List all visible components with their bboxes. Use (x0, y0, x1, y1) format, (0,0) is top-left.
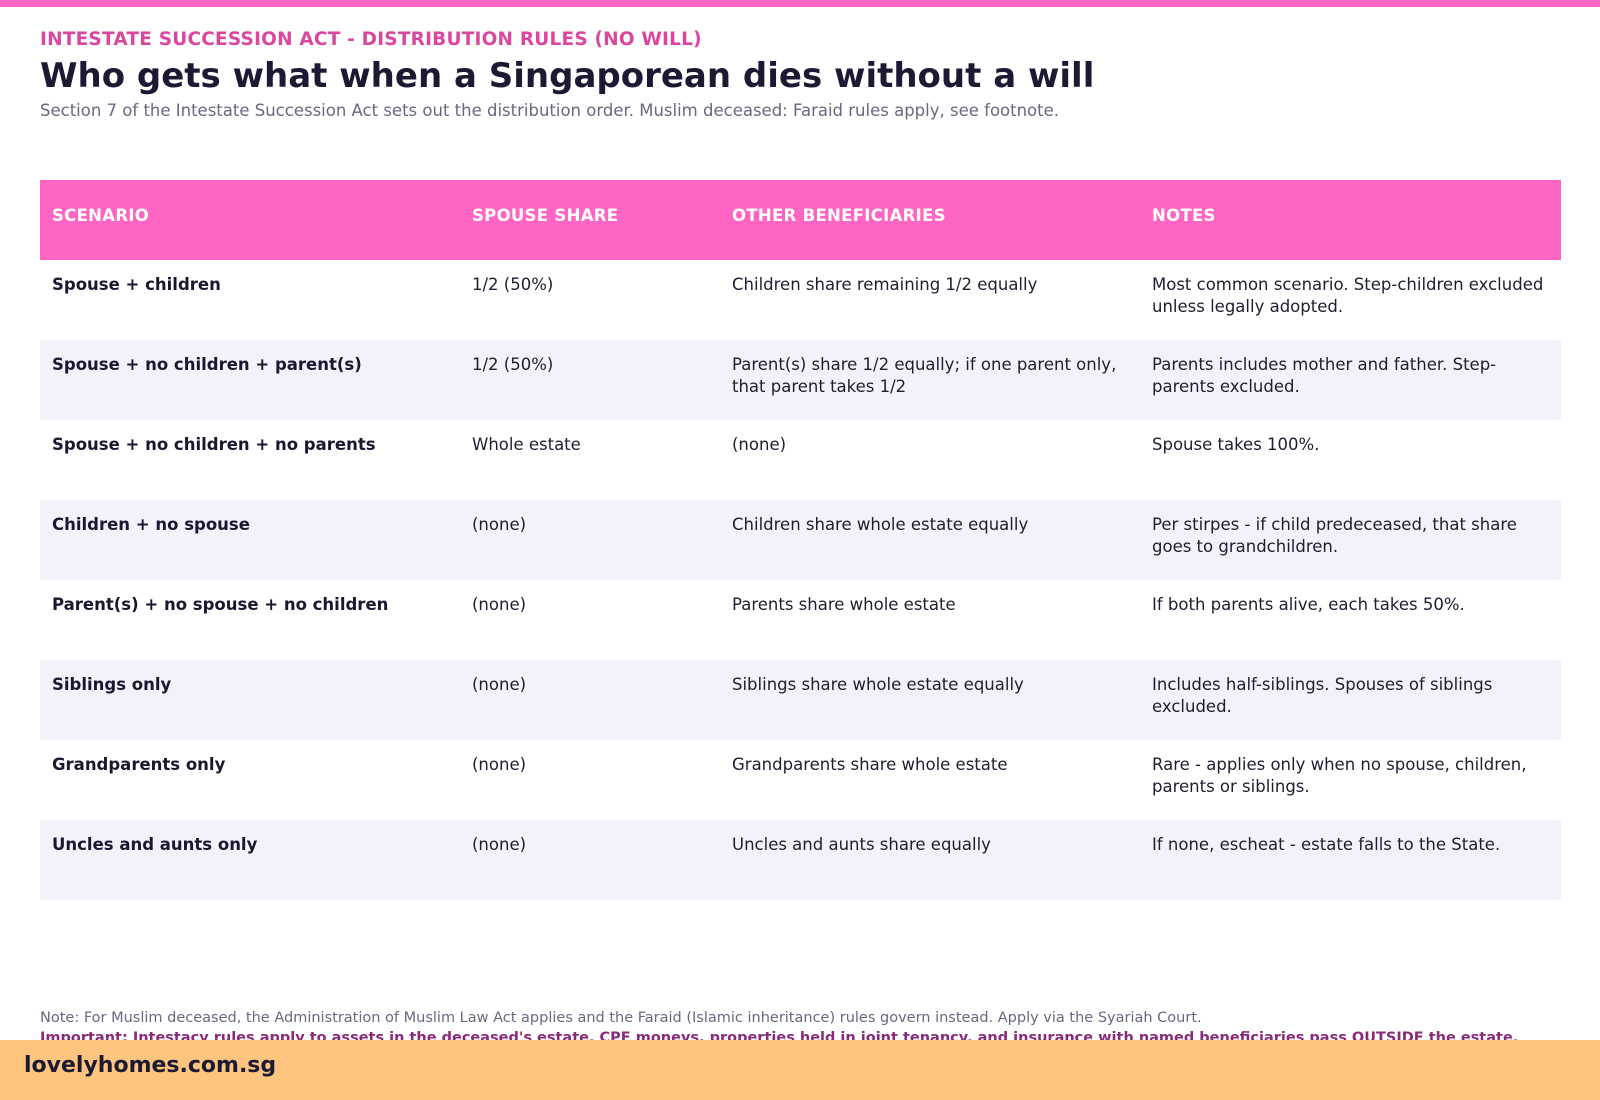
distribution-table: SCENARIO SPOUSE SHARE OTHER BENEFICIARIE… (40, 180, 1561, 900)
top-accent-bar (0, 0, 1600, 7)
table-row: Siblings only (none) Siblings share whol… (40, 660, 1561, 740)
notes-cell: Parents includes mother and father. Step… (1152, 355, 1497, 396)
spouse-share-cell: (none) (472, 755, 527, 774)
column-header-spouse-share: SPOUSE SHARE (472, 206, 619, 225)
spouse-share-cell: (none) (472, 835, 527, 854)
spouse-share-cell: (none) (472, 515, 527, 534)
other-beneficiaries-cell: Children share remaining 1/2 equally (732, 275, 1038, 294)
spouse-share-cell: 1/2 (50%) (472, 275, 554, 294)
table-row: Children + no spouse (none) Children sha… (40, 500, 1561, 580)
other-beneficiaries-cell: Parent(s) share 1/2 equally; if one pare… (732, 355, 1117, 396)
other-beneficiaries-cell: Children share whole estate equally (732, 515, 1029, 534)
spouse-share-cell: 1/2 (50%) (472, 355, 554, 374)
scenario-cell: Children + no spouse (52, 515, 250, 534)
spouse-share-cell: (none) (472, 675, 527, 694)
scenario-cell: Grandparents only (52, 755, 226, 774)
scenario-cell: Spouse + no children + parent(s) (52, 355, 362, 374)
other-beneficiaries-cell: (none) (732, 435, 787, 454)
table-row: Spouse + no children + parent(s) 1/2 (50… (40, 340, 1561, 420)
notes-cell: If both parents alive, each takes 50%. (1152, 595, 1465, 614)
notes-cell: Includes half-siblings. Spouses of sibli… (1152, 675, 1493, 716)
scenario-cell: Spouse + no children + no parents (52, 435, 376, 454)
table-row: Spouse + children 1/2 (50%) Children sha… (40, 260, 1561, 340)
page-title: Who gets what when a Singaporean dies wi… (40, 56, 1095, 96)
column-header-other-beneficiaries: OTHER BENEFICIARIES (732, 206, 946, 225)
spouse-share-cell: Whole estate (472, 435, 581, 454)
notes-cell: If none, escheat - estate falls to the S… (1152, 835, 1501, 854)
page-subtitle: Section 7 of the Intestate Succession Ac… (40, 101, 1060, 120)
brand-name: lovelyhomes.com.sg (24, 1053, 277, 1078)
notes-cell: Rare - applies only when no spouse, chil… (1152, 755, 1527, 796)
spouse-share-cell: (none) (472, 595, 527, 614)
table-row: Uncles and aunts only (none) Uncles and … (40, 820, 1561, 900)
eyebrow-label: INTESTATE SUCCESSION ACT - DISTRIBUTION … (40, 29, 702, 50)
notes-cell: Per stirpes - if child predeceased, that… (1152, 515, 1517, 556)
other-beneficiaries-cell: Parents share whole estate (732, 595, 956, 614)
footnote-muslim-law: Note: For Muslim deceased, the Administr… (40, 1010, 1202, 1026)
table-header-row: SCENARIO SPOUSE SHARE OTHER BENEFICIARIE… (40, 180, 1561, 260)
column-header-scenario: SCENARIO (52, 206, 150, 225)
other-beneficiaries-cell: Uncles and aunts share equally (732, 835, 991, 854)
notes-cell: Spouse takes 100%. (1152, 435, 1320, 454)
other-beneficiaries-cell: Siblings share whole estate equally (732, 675, 1024, 694)
scenario-cell: Spouse + children (52, 275, 221, 294)
notes-cell: Most common scenario. Step-children excl… (1152, 275, 1544, 316)
footer-bar: lovelyhomes.com.sg (0, 1040, 1600, 1100)
table-row: Parent(s) + no spouse + no children (non… (40, 580, 1561, 660)
other-beneficiaries-cell: Grandparents share whole estate (732, 755, 1008, 774)
table-row: Grandparents only (none) Grandparents sh… (40, 740, 1561, 820)
table-row: Spouse + no children + no parents Whole … (40, 420, 1561, 500)
scenario-cell: Siblings only (52, 675, 172, 694)
scenario-cell: Parent(s) + no spouse + no children (52, 595, 389, 614)
column-header-notes: NOTES (1152, 206, 1216, 225)
scenario-cell: Uncles and aunts only (52, 835, 258, 854)
